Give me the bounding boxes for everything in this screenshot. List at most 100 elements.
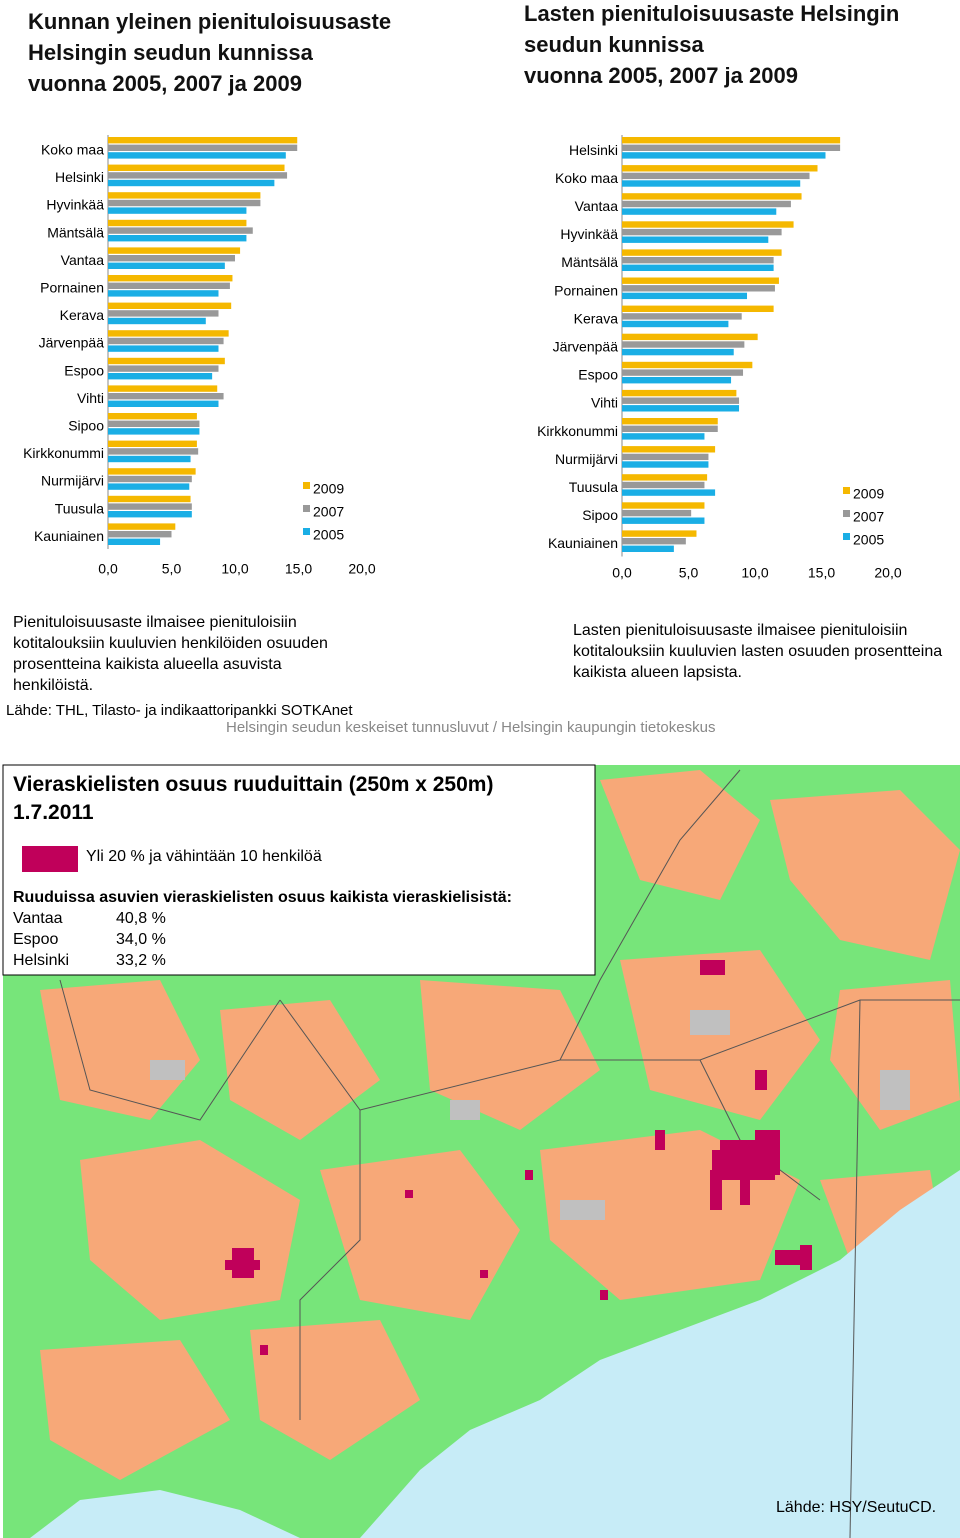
x-tick-label: 10,0 xyxy=(741,565,768,581)
bar xyxy=(108,179,275,187)
y-tick-label: Vihti xyxy=(77,390,104,406)
row: Vantaa 40,8 % xyxy=(13,908,166,929)
x-tick-label: 0,0 xyxy=(98,561,118,577)
bar xyxy=(108,290,219,297)
bar xyxy=(108,428,200,435)
table-title: Ruuduissa asuvien vieraskielisten osuus … xyxy=(13,889,512,906)
title-line: vuonna 2005, 2007 ja 2009 xyxy=(28,71,302,96)
bar xyxy=(622,144,841,151)
map-source: Lähde: HSY/SeutuCD. xyxy=(776,1499,937,1516)
y-tick-label: Espoo xyxy=(578,367,618,383)
y-tick-label: Kirkkonummi xyxy=(537,423,618,439)
y-tick-label: Järvenpää xyxy=(39,335,105,351)
bar xyxy=(108,144,298,151)
y-tick-label: Koko maa xyxy=(41,142,104,158)
bar xyxy=(622,200,791,208)
bar xyxy=(108,455,191,463)
bar xyxy=(108,262,225,269)
bar xyxy=(622,405,740,412)
bar xyxy=(108,393,224,400)
x-tick-label: 10,0 xyxy=(221,561,248,577)
chart-title: Lasten pienituloisuusaste Helsingin seud… xyxy=(524,0,899,91)
bar xyxy=(108,483,190,490)
bar xyxy=(622,481,705,489)
bar xyxy=(622,397,740,404)
sea xyxy=(30,1170,960,1538)
bar xyxy=(108,337,224,345)
y-tick-label: Sipoo xyxy=(582,507,618,523)
cell: Helsinki xyxy=(13,952,70,969)
bar xyxy=(622,502,705,509)
bar xyxy=(622,221,794,228)
bar xyxy=(108,152,286,159)
y-tick-label: Sipoo xyxy=(68,418,104,434)
y-tick-label: Kerava xyxy=(60,307,105,323)
y-tick-label: Helsinki xyxy=(569,142,618,158)
bar xyxy=(622,348,734,356)
bar xyxy=(108,400,219,407)
x-tick-label: 15,0 xyxy=(285,561,312,577)
bar xyxy=(108,247,241,254)
bar xyxy=(108,345,219,352)
x-tick-label: 20,0 xyxy=(348,561,375,577)
legend-label: 2005 xyxy=(853,532,884,548)
bar xyxy=(622,285,775,292)
bar xyxy=(108,503,192,510)
bar xyxy=(108,531,172,538)
bar xyxy=(108,413,197,420)
bar xyxy=(622,361,753,369)
bar xyxy=(108,440,197,447)
bar xyxy=(108,199,261,207)
bar xyxy=(108,448,199,455)
bar xyxy=(108,302,232,309)
bar xyxy=(622,264,774,271)
cell: 40,8 % xyxy=(116,910,166,927)
bar xyxy=(622,313,742,320)
bar xyxy=(108,523,176,530)
y-tick-label: Nurmijärvi xyxy=(555,451,618,467)
bar xyxy=(108,227,253,234)
bar xyxy=(622,389,737,397)
bar xyxy=(622,292,748,300)
map-title: Vieraskielisten osuus ruuduittain (250m … xyxy=(13,771,493,827)
bar xyxy=(622,152,826,159)
y-tick-label: Mäntsälä xyxy=(561,254,618,270)
table: Vantaa 40,8 % Espoo 34,0 % Helsinki 33,2 % xyxy=(13,908,166,971)
source: Lähde: THL, Tilasto- ja indikaattoripank… xyxy=(6,702,353,719)
y-tick-label: Pornainen xyxy=(40,280,104,296)
y-tick-label: Kauniainen xyxy=(548,535,618,551)
note: Pienituloisuusaste ilmaisee pienituloisi… xyxy=(13,614,328,694)
title-line: Vieraskielisten osuus ruuduittain (250m … xyxy=(13,773,494,796)
bar xyxy=(108,330,229,337)
bar xyxy=(108,468,196,475)
bar xyxy=(622,257,774,264)
y-tick-label: Hyvinkää xyxy=(46,197,104,213)
y-tick-label: Espoo xyxy=(64,362,104,378)
bar xyxy=(622,165,818,172)
x-tick-label: 5,0 xyxy=(162,561,182,577)
bar xyxy=(622,277,779,284)
bar xyxy=(622,249,782,256)
bar xyxy=(622,333,758,341)
bar xyxy=(108,538,161,545)
bar xyxy=(622,377,732,384)
credit: Helsingin seudun keskeiset tunnusluvut /… xyxy=(226,719,716,736)
bar xyxy=(108,282,230,289)
legend-swatch xyxy=(843,487,850,494)
bar xyxy=(108,172,288,179)
bar xyxy=(108,373,213,380)
bar xyxy=(108,275,233,282)
y-tick-label: Kauniainen xyxy=(34,528,104,544)
bar xyxy=(622,320,729,328)
bar xyxy=(622,172,810,180)
bar xyxy=(622,341,745,348)
legend-label: 2007 xyxy=(313,504,344,520)
bar xyxy=(622,489,716,496)
cell: 33,2 % xyxy=(116,952,166,969)
legend-label: 2007 xyxy=(853,509,884,525)
bar xyxy=(108,219,247,227)
y-tick-label: Hyvinkää xyxy=(560,226,618,242)
bar xyxy=(622,193,802,200)
title-line: 1.7.2011 xyxy=(13,801,94,824)
